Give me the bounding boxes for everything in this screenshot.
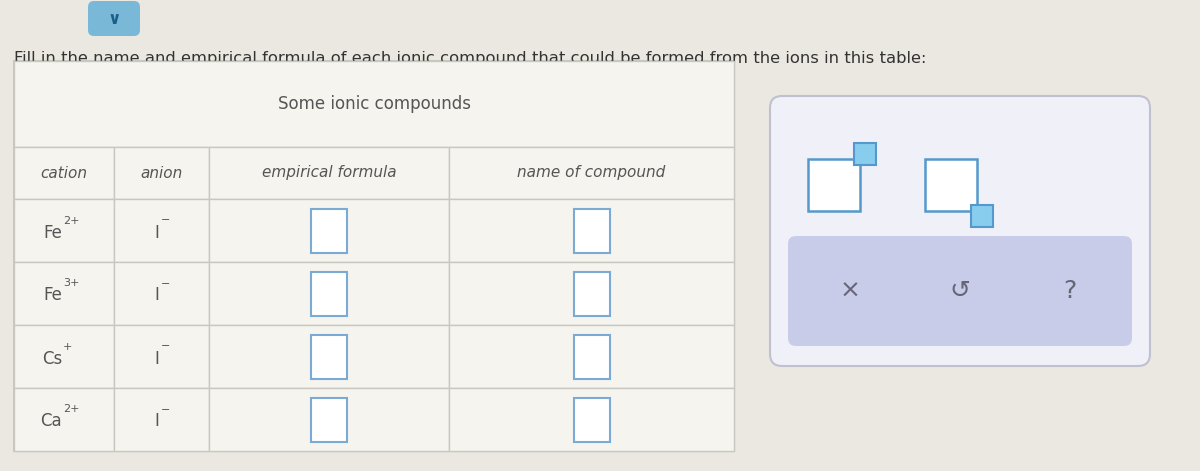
Bar <box>854 143 876 165</box>
Bar <box>114 147 209 199</box>
Bar <box>14 262 114 325</box>
Text: +: + <box>64 341 72 351</box>
Bar <box>14 325 114 388</box>
Text: cation: cation <box>41 165 88 180</box>
Text: anion: anion <box>140 165 182 180</box>
Bar <box>14 199 114 262</box>
Bar <box>209 199 449 262</box>
Text: I: I <box>155 413 160 430</box>
Text: Fe: Fe <box>43 224 62 242</box>
Bar <box>14 61 734 451</box>
Text: Some ionic compounds: Some ionic compounds <box>277 95 470 113</box>
Text: Fill in the name and empirical formula of each ionic compound that could be form: Fill in the name and empirical formula o… <box>14 51 926 66</box>
FancyBboxPatch shape <box>788 236 1132 346</box>
Bar <box>209 262 449 325</box>
Bar <box>449 199 734 262</box>
Text: Fe: Fe <box>43 286 62 304</box>
Bar <box>209 388 449 451</box>
Bar <box>114 325 209 388</box>
Bar <box>808 159 860 211</box>
Text: Ca: Ca <box>41 413 62 430</box>
Text: 2+: 2+ <box>64 216 79 226</box>
Text: ∨: ∨ <box>107 10 121 28</box>
Bar <box>311 398 347 441</box>
Bar <box>311 209 347 252</box>
Bar <box>971 205 994 227</box>
Text: −: − <box>161 278 170 289</box>
Text: −: − <box>161 341 170 351</box>
Text: Cs: Cs <box>42 349 62 367</box>
Bar <box>449 325 734 388</box>
Bar <box>574 271 610 316</box>
Text: 3+: 3+ <box>64 278 79 289</box>
Bar <box>114 199 209 262</box>
Bar <box>449 147 734 199</box>
Bar <box>311 271 347 316</box>
Text: empirical formula: empirical formula <box>262 165 396 180</box>
Bar <box>14 388 114 451</box>
Bar <box>449 262 734 325</box>
Text: 2+: 2+ <box>64 405 79 414</box>
FancyBboxPatch shape <box>88 1 140 36</box>
Text: I: I <box>155 224 160 242</box>
Bar <box>925 159 977 211</box>
Bar <box>209 147 449 199</box>
Bar <box>114 262 209 325</box>
Bar <box>449 388 734 451</box>
Text: ?: ? <box>1063 279 1076 303</box>
Bar <box>114 388 209 451</box>
Text: ↺: ↺ <box>949 279 971 303</box>
Bar <box>209 325 449 388</box>
Text: I: I <box>155 286 160 304</box>
Bar <box>574 209 610 252</box>
Bar <box>311 334 347 379</box>
Text: ×: × <box>840 279 860 303</box>
Text: I: I <box>155 349 160 367</box>
FancyBboxPatch shape <box>770 96 1150 366</box>
Bar <box>574 334 610 379</box>
Text: −: − <box>161 216 170 226</box>
Bar <box>14 147 114 199</box>
Bar <box>574 398 610 441</box>
Bar <box>14 61 734 147</box>
Text: −: − <box>161 405 170 414</box>
Text: name of compound: name of compound <box>517 165 666 180</box>
